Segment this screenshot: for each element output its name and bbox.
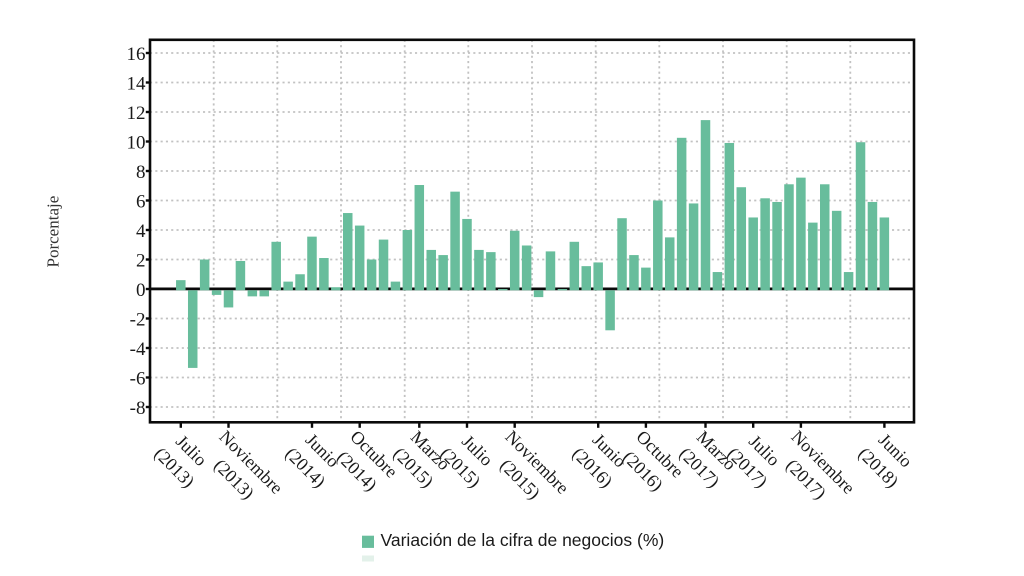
- svg-text:6: 6: [136, 192, 146, 213]
- svg-text:16: 16: [127, 44, 146, 65]
- svg-text:10: 10: [127, 133, 146, 154]
- svg-text:2: 2: [136, 251, 146, 272]
- svg-text:-8: -8: [130, 398, 146, 419]
- svg-text:0: 0: [136, 280, 146, 301]
- svg-text:4: 4: [136, 221, 146, 242]
- svg-text:12: 12: [127, 103, 146, 124]
- svg-text:14: 14: [127, 74, 147, 95]
- svg-text:Porcentaje: Porcentaje: [44, 196, 63, 268]
- svg-text:-2: -2: [130, 310, 146, 331]
- svg-text:Variación de la cifra de negoc: Variación de la cifra de negocios (%): [381, 530, 665, 550]
- svg-text:-6: -6: [130, 369, 146, 390]
- svg-text:-4: -4: [130, 339, 146, 360]
- svg-text:8: 8: [136, 162, 146, 183]
